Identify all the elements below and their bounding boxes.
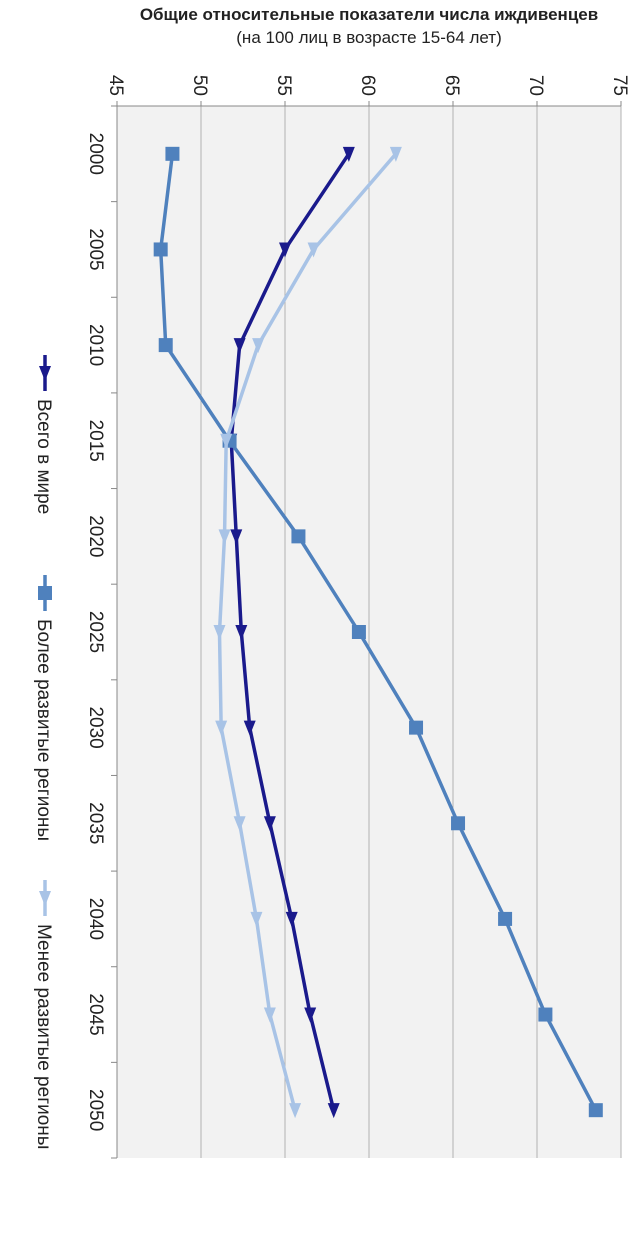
y-axis-subtitle: (на 100 лиц в возрасте 15-64 лет) xyxy=(236,28,501,47)
data-point xyxy=(291,529,306,544)
data-point xyxy=(263,816,276,832)
data-point xyxy=(307,242,320,258)
legend-marker xyxy=(38,586,52,600)
y-tick-label: 55 xyxy=(273,75,294,96)
series-group xyxy=(213,146,402,1119)
data-point xyxy=(538,1007,553,1022)
data-point xyxy=(389,146,402,162)
data-point xyxy=(243,720,256,736)
y-tick-label: 60 xyxy=(357,75,378,96)
series-group xyxy=(153,146,603,1118)
legend-marker xyxy=(39,366,51,381)
data-point xyxy=(327,1103,340,1119)
data-point xyxy=(252,338,265,354)
y-tick-label: 75 xyxy=(609,75,630,96)
x-tick-label: 2035 xyxy=(85,802,106,844)
data-point xyxy=(342,146,355,162)
x-tick-label: 2005 xyxy=(85,228,106,270)
data-point xyxy=(588,1103,603,1118)
data-point xyxy=(304,1007,317,1023)
data-point xyxy=(165,146,180,161)
x-tick-label: 2015 xyxy=(85,420,106,462)
data-point xyxy=(213,625,226,640)
data-point xyxy=(289,1103,302,1119)
legend-label: Менее развитые регионы xyxy=(33,924,54,1149)
data-point xyxy=(250,911,263,927)
x-tick-label: 2045 xyxy=(85,993,106,1035)
y-tick-label: 65 xyxy=(441,75,462,96)
legend-item: Менее развитые регионы xyxy=(33,880,54,1149)
y-tick-label: 45 xyxy=(105,75,126,96)
x-tick-label: 2050 xyxy=(85,1089,106,1131)
legend-item: Всего в мире xyxy=(33,355,54,514)
legend-label: Всего в мире xyxy=(33,399,54,514)
data-point xyxy=(153,242,168,257)
x-tick-label: 2010 xyxy=(85,324,106,366)
data-point xyxy=(451,816,466,831)
data-point xyxy=(230,529,243,545)
x-tick-label: 2030 xyxy=(85,706,106,748)
data-point xyxy=(158,338,173,353)
x-tick-label: 2040 xyxy=(85,898,106,940)
legend-marker xyxy=(39,891,51,906)
data-point xyxy=(235,625,248,640)
x-tick-label: 2025 xyxy=(85,611,106,653)
data-point xyxy=(285,911,298,927)
data-point xyxy=(409,720,424,735)
legend-label: Более развитые регионы xyxy=(33,619,54,841)
data-point xyxy=(220,433,233,449)
data-point xyxy=(351,625,366,639)
y-tick-label: 50 xyxy=(189,75,210,96)
legend-item: Более развитые регионы xyxy=(33,575,54,841)
data-point xyxy=(215,720,228,736)
x-tick-label: 2020 xyxy=(85,515,106,557)
x-tick-label: 2000 xyxy=(85,133,106,175)
data-point xyxy=(263,1007,276,1023)
y-axis-title: Общие относительные показатели числа ижд… xyxy=(140,5,598,24)
data-point xyxy=(279,242,291,258)
data-point xyxy=(233,816,246,832)
data-point xyxy=(233,338,246,354)
data-point xyxy=(498,911,513,926)
y-tick-label: 70 xyxy=(525,75,546,96)
data-point xyxy=(218,529,231,545)
